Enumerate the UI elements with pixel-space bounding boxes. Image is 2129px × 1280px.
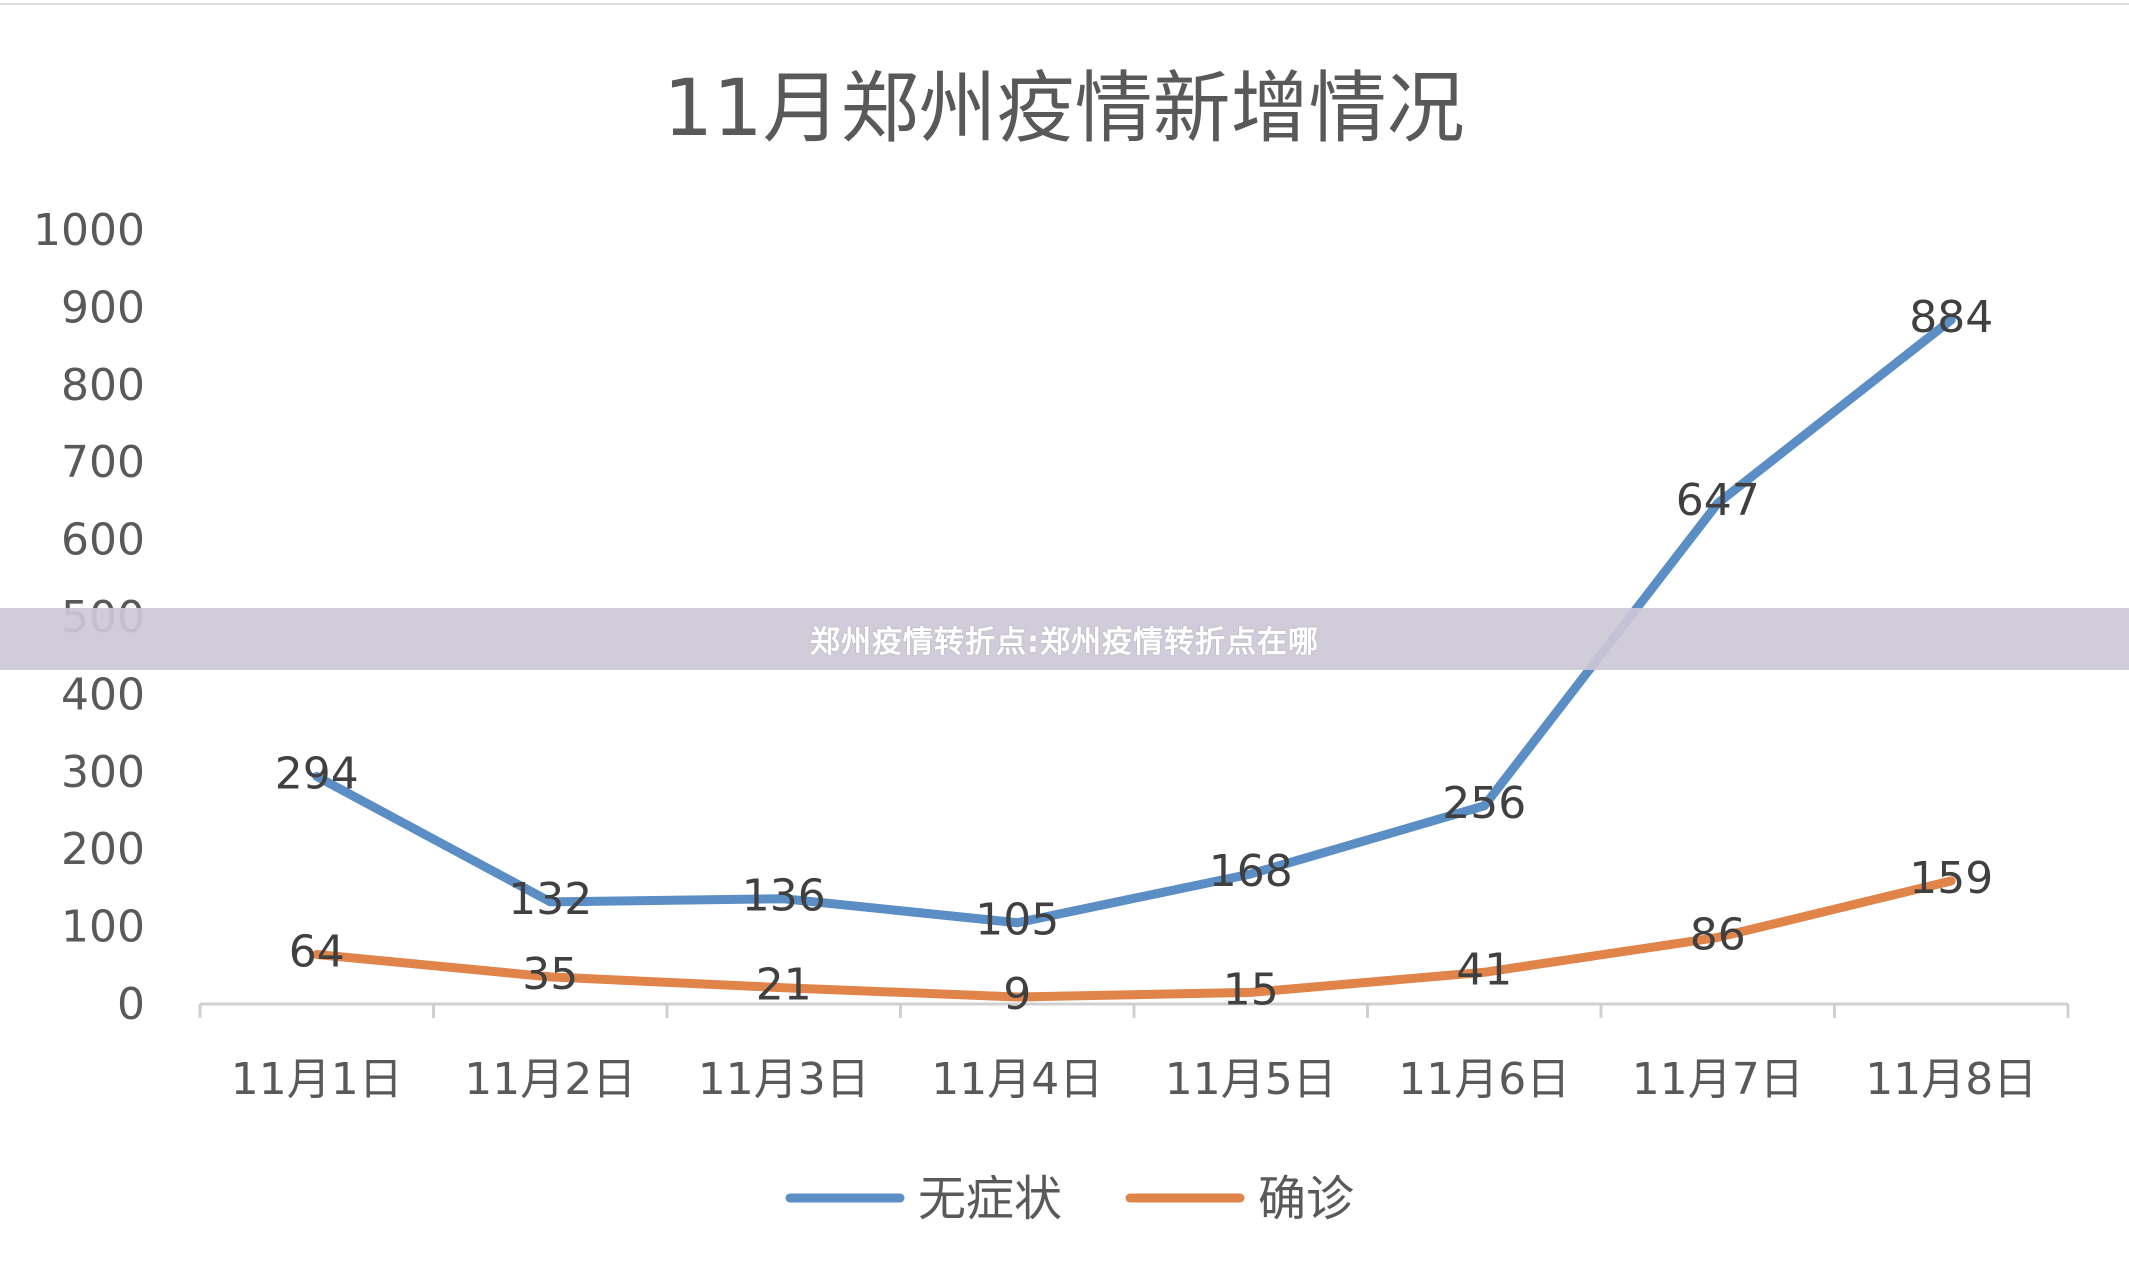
x-tick-label: 11月8日 bbox=[1865, 1054, 2037, 1105]
data-label: 9 bbox=[1003, 969, 1031, 1020]
overlay-banner: 郑州疫情转折点:郑州疫情转折点在哪 bbox=[0, 608, 2129, 670]
chart-title: 11月郑州疫情新增情况 bbox=[663, 64, 1464, 154]
legend: 无症状 确诊 bbox=[785, 1171, 1354, 1227]
y-tick-label: 1000 bbox=[33, 205, 145, 256]
legend-label: 确诊 bbox=[1258, 1171, 1354, 1227]
data-label: 136 bbox=[742, 871, 826, 922]
x-tick-label: 11月2日 bbox=[464, 1054, 636, 1105]
y-tick-label: 700 bbox=[61, 437, 145, 488]
data-label: 168 bbox=[1209, 846, 1293, 897]
data-label: 86 bbox=[1690, 909, 1746, 960]
y-tick-label: 200 bbox=[61, 824, 145, 875]
y-tick-label: 0 bbox=[117, 979, 145, 1030]
x-tick-label: 11月6日 bbox=[1398, 1054, 1570, 1105]
data-label: 15 bbox=[1223, 964, 1279, 1015]
y-tick-label: 100 bbox=[61, 902, 145, 953]
series-line-0 bbox=[312, 315, 1956, 928]
series-lines bbox=[312, 315, 1956, 1002]
data-label: 41 bbox=[1456, 944, 1512, 995]
data-label: 256 bbox=[1442, 778, 1526, 829]
x-tick-label: 11月1日 bbox=[231, 1054, 403, 1105]
y-tick-label: 400 bbox=[61, 669, 145, 720]
y-tick-label: 300 bbox=[61, 747, 145, 798]
series-line-1 bbox=[312, 876, 1956, 1002]
data-label: 132 bbox=[508, 874, 592, 925]
x-axis: 11月1日 11月2日 11月3日 11月4日 11月5日 11月6日 11月7日 11月8日 bbox=[198, 1002, 2070, 1105]
data-label: 64 bbox=[289, 926, 345, 977]
x-tick-label: 11月3日 bbox=[698, 1054, 870, 1105]
data-label: 35 bbox=[522, 949, 578, 1000]
y-tick-label: 900 bbox=[61, 282, 145, 333]
y-axis-labels: 01002003004005006007008009001000 bbox=[33, 205, 145, 1030]
x-tick-label: 11月5日 bbox=[1165, 1054, 1337, 1105]
x-tick-label: 11月4日 bbox=[931, 1054, 1103, 1105]
y-tick-label: 600 bbox=[61, 515, 145, 566]
data-label: 884 bbox=[1909, 292, 1993, 343]
data-label: 647 bbox=[1676, 475, 1760, 526]
banner-text: 郑州疫情转折点:郑州疫情转折点在哪 bbox=[810, 625, 1319, 660]
legend-label: 无症状 bbox=[918, 1171, 1062, 1227]
data-label: 294 bbox=[275, 748, 359, 799]
data-labels: 294 132 136 105 168 256 647 884 64 35 21 9 15 41 86 159 bbox=[275, 292, 1993, 1020]
x-tick-label: 11月7日 bbox=[1632, 1054, 1804, 1105]
data-label: 159 bbox=[1909, 853, 1993, 904]
data-label: 21 bbox=[756, 960, 812, 1011]
y-tick-label: 800 bbox=[61, 360, 145, 411]
data-label: 105 bbox=[975, 895, 1059, 946]
